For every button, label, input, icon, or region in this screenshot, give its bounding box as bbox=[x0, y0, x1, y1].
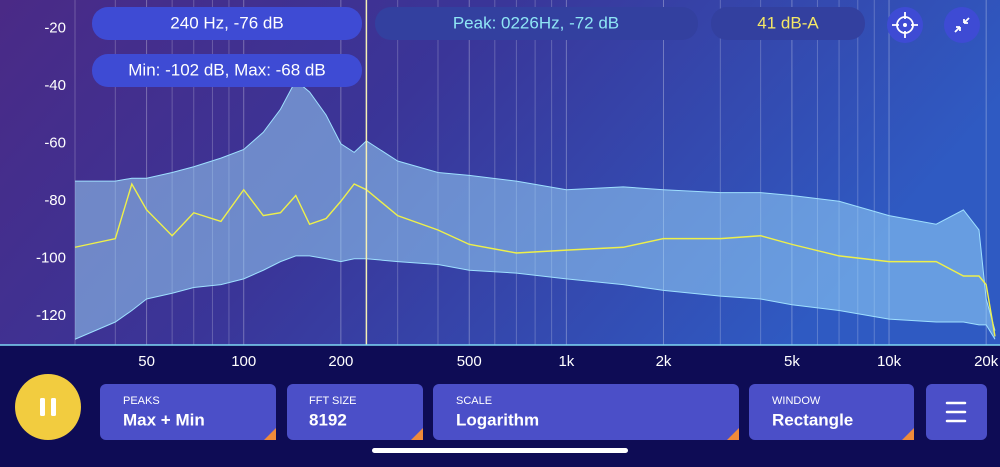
cursor-readout-text: 240 Hz, -76 dB bbox=[170, 13, 283, 32]
cursor-readout[interactable] bbox=[92, 7, 362, 40]
collapse-button[interactable] bbox=[944, 7, 980, 43]
x-tick-label: 50 bbox=[138, 353, 155, 370]
y-tick-label: -120 bbox=[36, 307, 66, 324]
x-tick-label: 500 bbox=[457, 353, 482, 370]
y-tick-label: -60 bbox=[44, 135, 66, 152]
control-label: WINDOW bbox=[772, 395, 821, 407]
home-indicator bbox=[372, 448, 628, 453]
y-tick-label: -80 bbox=[44, 192, 66, 209]
control-value: Rectangle bbox=[772, 410, 853, 429]
menu-button[interactable] bbox=[926, 384, 987, 440]
peak-readout[interactable] bbox=[375, 7, 698, 40]
control-label: FFT SIZE bbox=[309, 395, 356, 407]
x-tick-label: 200 bbox=[328, 353, 353, 370]
control-label: PEAKS bbox=[123, 395, 160, 407]
current-spectrum bbox=[74, 182, 996, 337]
window-control[interactable]: WINDOW Rectangle bbox=[749, 384, 914, 440]
peak-line bbox=[74, 255, 996, 340]
control-value: 8192 bbox=[309, 410, 347, 429]
pause-button[interactable] bbox=[15, 374, 81, 440]
y-tick-label: -20 bbox=[44, 20, 66, 37]
range-readout-text: Min: -102 dB, Max: -68 dB bbox=[128, 60, 325, 79]
peak-band bbox=[75, 80, 995, 340]
level-readout-text: 41 dB-A bbox=[757, 13, 819, 32]
level-readout[interactable] bbox=[711, 7, 865, 40]
range-readout[interactable] bbox=[92, 54, 362, 87]
peak-readout-text: Peak: 0226Hz, -72 dB bbox=[453, 13, 619, 32]
peaks-control[interactable]: PEAKS Max + Min bbox=[100, 384, 276, 440]
fft-size-control[interactable]: FFT SIZE 8192 bbox=[287, 384, 423, 440]
control-value: Logarithm bbox=[456, 410, 539, 429]
x-tick-label: 20k bbox=[974, 353, 999, 370]
control-value: Max + Min bbox=[123, 410, 205, 429]
x-tick-label: 5k bbox=[784, 353, 800, 370]
target-button[interactable] bbox=[887, 7, 923, 43]
control-label: SCALE bbox=[456, 395, 492, 407]
x-tick-label: 1k bbox=[558, 353, 574, 370]
x-tick-label: 100 bbox=[231, 353, 256, 370]
y-tick-label: -40 bbox=[44, 77, 66, 94]
scale-control[interactable]: SCALE Logarithm bbox=[433, 384, 739, 440]
x-tick-label: 2k bbox=[656, 353, 672, 370]
x-tick-label: 10k bbox=[877, 353, 902, 370]
y-tick-label: -100 bbox=[36, 250, 66, 267]
peak-line bbox=[75, 79, 996, 331]
